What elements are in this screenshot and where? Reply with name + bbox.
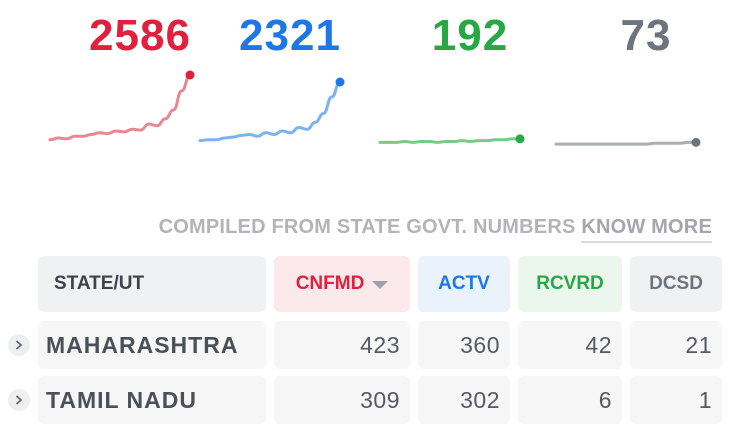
header-confirmed-label: CNFMD [295,273,365,294]
header-active-label: ACTV [438,273,490,294]
know-more-link[interactable]: KNOW MORE [581,216,712,243]
row-active: 360 [418,321,510,369]
deceased-trend-line [554,140,698,146]
header-confirmed[interactable]: CNFMD [274,256,410,312]
active-latest-point [335,77,345,87]
deceased-latest-point [691,137,701,147]
expand-row-button[interactable] [8,334,30,356]
row-recovered: 6 [518,376,622,424]
header-recovered-label: RCVRD [536,273,604,294]
deceased-count: 73 [620,11,672,60]
recovered-sparkline [378,134,525,144]
stat-confirmed[interactable]: 2586 [48,0,230,170]
chevron-right-icon [16,340,22,350]
header-recovered[interactable]: RCVRD [518,256,622,312]
row-deceased: 1 [630,376,722,424]
confirmed-latest-point [185,70,195,80]
stat-deceased[interactable]: 73 [554,0,736,170]
header-deceased-label: DCSD [649,273,703,294]
row-state-name: MAHARASHTRA [38,321,266,369]
chevron-right-icon [16,395,22,405]
header-state-label: STATE/UT [54,273,145,294]
stat-active[interactable]: 2321 [198,0,380,170]
active-trend-line [198,80,342,143]
deceased-sparkline [554,137,701,147]
stats-panel: 2586 2321 192 73 [0,0,750,170]
row-confirmed: 309 [274,376,410,424]
active-count: 2321 [239,11,341,60]
stat-recovered[interactable]: 192 [378,0,560,170]
row-deceased: 21 [630,321,722,369]
recovered-trend-line [378,137,522,144]
row-confirmed: 423 [274,321,410,369]
confirmed-count: 2586 [89,11,191,60]
confirmed-sparkline [48,70,195,142]
recovered-count: 192 [431,11,509,60]
active-sparkline [198,77,345,143]
compiled-note: COMPILED FROM STATE GOVT. NUMBERS KNOW M… [158,216,712,243]
row-state-name: TAMIL NADU [38,376,266,424]
row-active: 302 [418,376,510,424]
compiled-note-text: COMPILED FROM STATE GOVT. NUMBERS [158,216,576,238]
recovered-latest-point [515,134,525,144]
expand-row-button[interactable] [8,389,30,411]
confirmed-trend-line [48,73,192,142]
header-active[interactable]: ACTV [418,256,510,312]
header-state[interactable]: STATE/UT [38,256,266,312]
sort-descending-icon [372,281,389,289]
header-deceased[interactable]: DCSD [630,256,722,312]
row-recovered: 42 [518,321,622,369]
